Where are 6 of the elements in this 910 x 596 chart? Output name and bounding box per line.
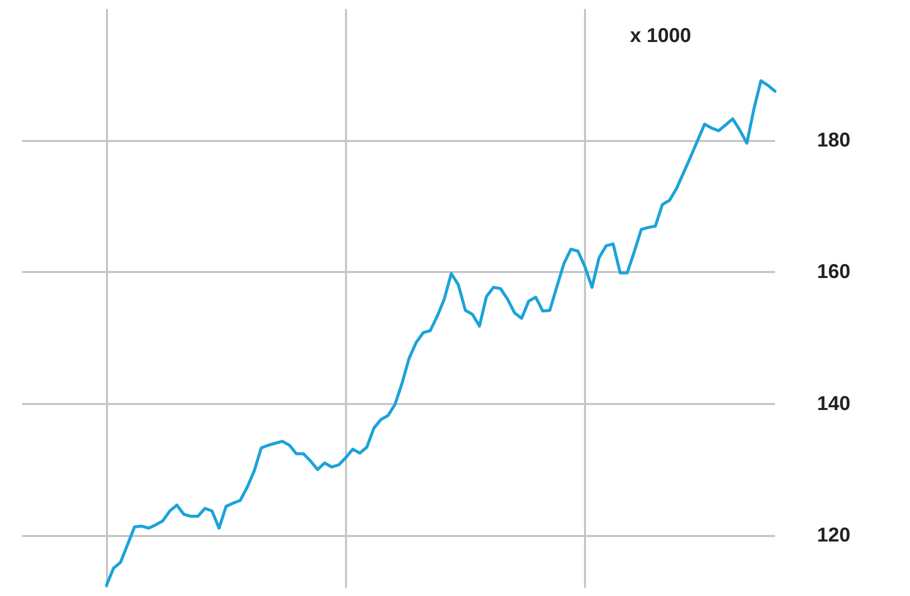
y-tick-label: 160: [817, 261, 850, 284]
y-axis-title: x 1000: [630, 25, 692, 47]
y-tick-label: 140: [817, 392, 850, 415]
line-series: [104, 79, 776, 587]
y-tick-label: 180: [817, 130, 850, 152]
y-tick-label: 120: [817, 524, 850, 546]
